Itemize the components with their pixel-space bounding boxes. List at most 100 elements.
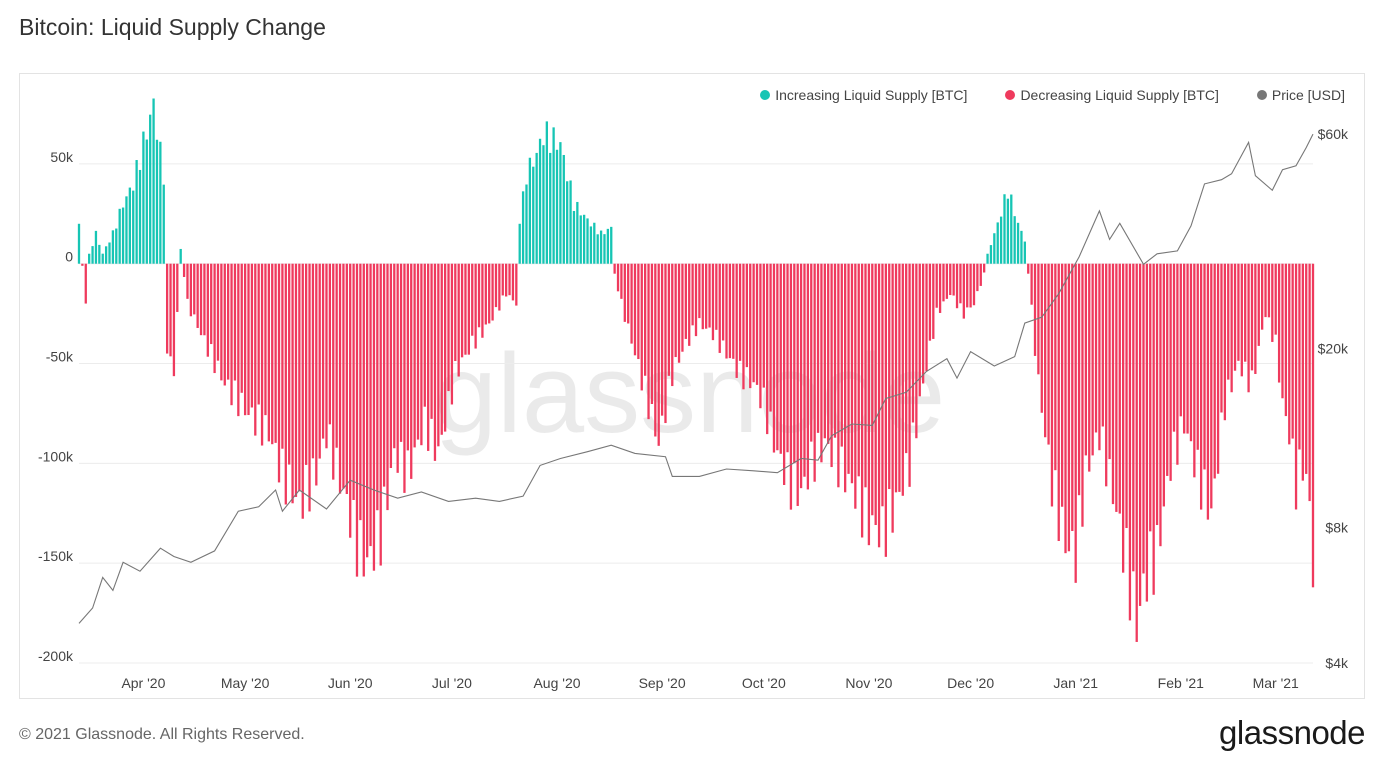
bar-decrease: [983, 263, 986, 273]
bar-decrease: [705, 263, 708, 329]
bar-decrease: [918, 263, 921, 397]
bar-decrease: [382, 263, 386, 487]
bar-increase: [986, 253, 989, 264]
bar-decrease: [511, 263, 515, 301]
bar-decrease: [769, 263, 772, 412]
bar-decrease: [701, 263, 704, 330]
bar-decrease: [440, 263, 443, 435]
bar-decrease: [1179, 263, 1182, 417]
bar-decrease: [464, 263, 467, 355]
bar-decrease: [959, 263, 962, 304]
bar-decrease: [450, 263, 454, 405]
x-tick-label: Apr '20: [121, 675, 165, 691]
bar-increase: [559, 142, 562, 264]
bar-increase: [589, 226, 593, 264]
bar-decrease: [833, 263, 837, 438]
bar-increase: [149, 114, 152, 264]
bar-decrease: [481, 263, 484, 338]
bar-increase: [145, 139, 148, 264]
bar-decrease: [84, 263, 87, 304]
legend-item-decrease[interactable]: Decreasing Liquid Supply [BTC]: [1005, 87, 1219, 103]
bar-decrease: [623, 263, 626, 322]
bar-decrease: [410, 263, 413, 479]
bar-decrease: [264, 263, 267, 416]
bar-decrease: [338, 263, 342, 494]
bar-increase: [132, 190, 135, 264]
bar-decrease: [294, 263, 298, 497]
bar-decrease: [938, 263, 942, 313]
bar-decrease: [884, 263, 887, 557]
bar-decrease: [962, 263, 965, 319]
bar-increase: [569, 180, 572, 264]
y-right-tick-label: $8k: [1325, 520, 1349, 536]
bar-decrease: [766, 263, 769, 435]
bar-decrease: [752, 263, 755, 383]
bar-decrease: [1250, 263, 1254, 371]
bar-increase: [555, 149, 559, 264]
glassnode-logo[interactable]: glassnode: [1219, 714, 1365, 751]
bar-decrease: [277, 263, 281, 483]
bar-increase: [1010, 194, 1013, 264]
bar-decrease: [979, 263, 982, 286]
bar-decrease: [471, 263, 474, 336]
legend: Increasing Liquid Supply [BTC] Decreasin…: [760, 87, 1345, 103]
bar-decrease: [616, 263, 620, 292]
bar-increase: [118, 208, 121, 264]
y-axis-left: 50k 0 -50k -100k -150k -200k: [38, 149, 74, 664]
bar-decrease: [721, 263, 725, 341]
bar-increase: [94, 230, 98, 264]
bar-decrease: [308, 263, 311, 512]
bar-decrease: [725, 263, 728, 359]
bar-increase: [996, 222, 999, 264]
bar-decrease: [827, 263, 830, 444]
bar-decrease: [257, 263, 260, 405]
bar-decrease: [369, 263, 372, 547]
legend-item-increase[interactable]: Increasing Liquid Supply [BTC]: [760, 87, 967, 103]
bar-decrease: [738, 263, 742, 361]
bar-increase: [1003, 194, 1006, 264]
bar-increase: [596, 234, 599, 264]
bar-decrease: [467, 263, 471, 355]
bar-decrease: [284, 263, 287, 505]
bar-decrease: [871, 263, 874, 516]
bar-decrease: [189, 263, 193, 317]
legend-label-decrease: Decreasing Liquid Supply [BTC]: [1020, 87, 1219, 103]
bar-increase: [104, 246, 108, 264]
bar-decrease: [667, 263, 671, 376]
bar-decrease: [864, 263, 867, 488]
bar-decrease: [1037, 263, 1040, 375]
bar-decrease: [894, 263, 898, 493]
bar-increase: [138, 169, 142, 264]
bar-decrease: [494, 263, 498, 308]
bar-increase: [115, 228, 118, 264]
bar-decrease: [298, 263, 301, 492]
bar-decrease: [311, 263, 315, 459]
bar-decrease: [1155, 263, 1159, 526]
bar-decrease: [745, 263, 748, 368]
bar-decrease: [281, 263, 284, 449]
bar-decrease: [1237, 263, 1240, 361]
bar-decrease: [1189, 263, 1193, 442]
bar-decrease: [1152, 263, 1155, 595]
bar-decrease: [1247, 263, 1250, 393]
bar-decrease: [203, 263, 206, 336]
y-right-tick-label: $4k: [1325, 655, 1349, 671]
bar-decrease: [803, 263, 806, 477]
bar-decrease: [254, 263, 257, 436]
chart-frame: [19, 73, 1365, 699]
bar-decrease: [423, 263, 426, 407]
bar-increase: [538, 138, 542, 264]
bar-decrease: [1149, 263, 1152, 532]
bar-decrease: [620, 263, 623, 299]
bar-decrease: [1138, 263, 1142, 606]
bar-decrease: [728, 263, 732, 359]
bar-increase: [603, 234, 606, 264]
bar-decrease: [321, 263, 325, 439]
bar-decrease: [874, 263, 877, 526]
legend-item-price[interactable]: Price [USD]: [1256, 87, 1345, 103]
bar-decrease: [1203, 263, 1206, 470]
bar-decrease: [491, 263, 494, 321]
bar-decrease: [830, 263, 833, 468]
bar-decrease: [905, 263, 908, 454]
bar-increase: [552, 127, 555, 264]
